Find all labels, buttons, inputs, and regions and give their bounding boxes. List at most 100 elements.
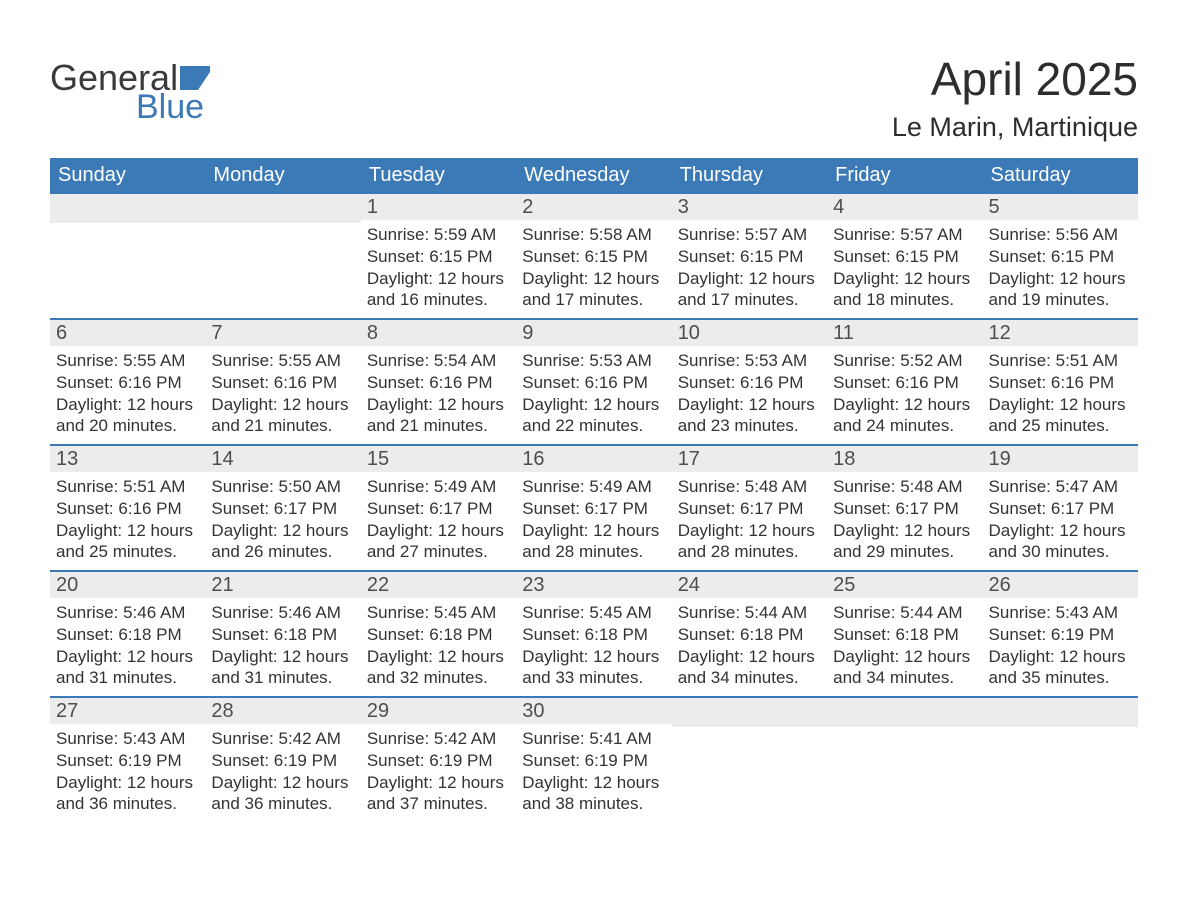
day-details: Sunrise: 5:46 AMSunset: 6:18 PMDaylight:… bbox=[205, 598, 360, 689]
day-details: Sunrise: 5:56 AMSunset: 6:15 PMDaylight:… bbox=[983, 220, 1138, 311]
daylight-line: and 23 minutes. bbox=[678, 415, 821, 437]
daylight-line: Daylight: 12 hours bbox=[833, 394, 976, 416]
sunrise-line: Sunrise: 5:45 AM bbox=[367, 602, 510, 624]
sunset-line: Sunset: 6:18 PM bbox=[833, 624, 976, 646]
daylight-line: Daylight: 12 hours bbox=[989, 268, 1132, 290]
day-number: 25 bbox=[827, 572, 982, 598]
daylight-line: and 25 minutes. bbox=[989, 415, 1132, 437]
calendar-week: 27Sunrise: 5:43 AMSunset: 6:19 PMDayligh… bbox=[50, 696, 1138, 822]
sunset-line: Sunset: 6:16 PM bbox=[367, 372, 510, 394]
sunrise-line: Sunrise: 5:53 AM bbox=[678, 350, 821, 372]
day-number: 11 bbox=[827, 320, 982, 346]
calendar-day-cell: 12Sunrise: 5:51 AMSunset: 6:16 PMDayligh… bbox=[983, 320, 1138, 444]
daylight-line: and 26 minutes. bbox=[211, 541, 354, 563]
sunset-line: Sunset: 6:16 PM bbox=[522, 372, 665, 394]
daylight-line: and 24 minutes. bbox=[833, 415, 976, 437]
sunset-line: Sunset: 6:17 PM bbox=[989, 498, 1132, 520]
daylight-line: Daylight: 12 hours bbox=[211, 394, 354, 416]
daylight-line: Daylight: 12 hours bbox=[678, 646, 821, 668]
day-details: Sunrise: 5:57 AMSunset: 6:15 PMDaylight:… bbox=[827, 220, 982, 311]
daylight-line: and 36 minutes. bbox=[56, 793, 199, 815]
daylight-line: Daylight: 12 hours bbox=[678, 394, 821, 416]
sunrise-line: Sunrise: 5:50 AM bbox=[211, 476, 354, 498]
daylight-line: Daylight: 12 hours bbox=[56, 394, 199, 416]
sunrise-line: Sunrise: 5:41 AM bbox=[522, 728, 665, 750]
day-details: Sunrise: 5:49 AMSunset: 6:17 PMDaylight:… bbox=[516, 472, 671, 563]
daylight-line: and 22 minutes. bbox=[522, 415, 665, 437]
calendar-day-cell: 3Sunrise: 5:57 AMSunset: 6:15 PMDaylight… bbox=[672, 194, 827, 318]
sunset-line: Sunset: 6:16 PM bbox=[211, 372, 354, 394]
daylight-line: and 34 minutes. bbox=[833, 667, 976, 689]
day-number: 30 bbox=[516, 698, 671, 724]
day-number: 15 bbox=[361, 446, 516, 472]
sunset-line: Sunset: 6:17 PM bbox=[678, 498, 821, 520]
weekday-header: Saturday bbox=[983, 158, 1138, 194]
day-details: Sunrise: 5:55 AMSunset: 6:16 PMDaylight:… bbox=[50, 346, 205, 437]
sunset-line: Sunset: 6:16 PM bbox=[989, 372, 1132, 394]
day-number: 12 bbox=[983, 320, 1138, 346]
daylight-line: Daylight: 12 hours bbox=[833, 646, 976, 668]
sunrise-line: Sunrise: 5:59 AM bbox=[367, 224, 510, 246]
daylight-line: Daylight: 12 hours bbox=[211, 520, 354, 542]
sunset-line: Sunset: 6:17 PM bbox=[367, 498, 510, 520]
day-number bbox=[50, 194, 205, 223]
day-number: 10 bbox=[672, 320, 827, 346]
day-number: 27 bbox=[50, 698, 205, 724]
daylight-line: and 20 minutes. bbox=[56, 415, 199, 437]
sunrise-line: Sunrise: 5:46 AM bbox=[56, 602, 199, 624]
title-month-year: April 2025 bbox=[892, 52, 1138, 106]
day-number: 16 bbox=[516, 446, 671, 472]
weekday-header: Thursday bbox=[672, 158, 827, 194]
daylight-line: and 30 minutes. bbox=[989, 541, 1132, 563]
sunrise-line: Sunrise: 5:49 AM bbox=[522, 476, 665, 498]
sunset-line: Sunset: 6:15 PM bbox=[367, 246, 510, 268]
daylight-line: and 35 minutes. bbox=[989, 667, 1132, 689]
day-number: 8 bbox=[361, 320, 516, 346]
calendar-week: 1Sunrise: 5:59 AMSunset: 6:15 PMDaylight… bbox=[50, 194, 1138, 318]
sunrise-line: Sunrise: 5:48 AM bbox=[678, 476, 821, 498]
page-title: April 2025 Le Marin, Martinique bbox=[892, 52, 1138, 143]
calendar-week: 13Sunrise: 5:51 AMSunset: 6:16 PMDayligh… bbox=[50, 444, 1138, 570]
calendar-day-cell: 17Sunrise: 5:48 AMSunset: 6:17 PMDayligh… bbox=[672, 446, 827, 570]
calendar-day-cell: 16Sunrise: 5:49 AMSunset: 6:17 PMDayligh… bbox=[516, 446, 671, 570]
daylight-line: and 31 minutes. bbox=[211, 667, 354, 689]
calendar-day-cell: 19Sunrise: 5:47 AMSunset: 6:17 PMDayligh… bbox=[983, 446, 1138, 570]
calendar-day-cell: 28Sunrise: 5:42 AMSunset: 6:19 PMDayligh… bbox=[205, 698, 360, 822]
sunrise-line: Sunrise: 5:51 AM bbox=[56, 476, 199, 498]
brand-logo: General Blue bbox=[50, 60, 210, 124]
day-number: 21 bbox=[205, 572, 360, 598]
day-number: 24 bbox=[672, 572, 827, 598]
sunset-line: Sunset: 6:19 PM bbox=[522, 750, 665, 772]
calendar-day-cell: 15Sunrise: 5:49 AMSunset: 6:17 PMDayligh… bbox=[361, 446, 516, 570]
daylight-line: and 33 minutes. bbox=[522, 667, 665, 689]
calendar-day-cell: 30Sunrise: 5:41 AMSunset: 6:19 PMDayligh… bbox=[516, 698, 671, 822]
day-details: Sunrise: 5:42 AMSunset: 6:19 PMDaylight:… bbox=[361, 724, 516, 815]
calendar-day-cell: 18Sunrise: 5:48 AMSunset: 6:17 PMDayligh… bbox=[827, 446, 982, 570]
daylight-line: Daylight: 12 hours bbox=[367, 394, 510, 416]
day-details: Sunrise: 5:48 AMSunset: 6:17 PMDaylight:… bbox=[827, 472, 982, 563]
calendar-day-cell: 4Sunrise: 5:57 AMSunset: 6:15 PMDaylight… bbox=[827, 194, 982, 318]
sunrise-line: Sunrise: 5:43 AM bbox=[989, 602, 1132, 624]
daylight-line: Daylight: 12 hours bbox=[989, 520, 1132, 542]
daylight-line: and 21 minutes. bbox=[211, 415, 354, 437]
calendar-day-cell: 6Sunrise: 5:55 AMSunset: 6:16 PMDaylight… bbox=[50, 320, 205, 444]
daylight-line: and 32 minutes. bbox=[367, 667, 510, 689]
calendar-day-cell: 23Sunrise: 5:45 AMSunset: 6:18 PMDayligh… bbox=[516, 572, 671, 696]
daylight-line: Daylight: 12 hours bbox=[367, 772, 510, 794]
day-details: Sunrise: 5:45 AMSunset: 6:18 PMDaylight:… bbox=[516, 598, 671, 689]
calendar-day-cell: 21Sunrise: 5:46 AMSunset: 6:18 PMDayligh… bbox=[205, 572, 360, 696]
day-number: 23 bbox=[516, 572, 671, 598]
daylight-line: and 34 minutes. bbox=[678, 667, 821, 689]
day-details: Sunrise: 5:59 AMSunset: 6:15 PMDaylight:… bbox=[361, 220, 516, 311]
sunset-line: Sunset: 6:17 PM bbox=[522, 498, 665, 520]
calendar-day-cell: 29Sunrise: 5:42 AMSunset: 6:19 PMDayligh… bbox=[361, 698, 516, 822]
sunset-line: Sunset: 6:17 PM bbox=[833, 498, 976, 520]
calendar-day-cell: 25Sunrise: 5:44 AMSunset: 6:18 PMDayligh… bbox=[827, 572, 982, 696]
calendar-day-cell bbox=[50, 194, 205, 318]
weekday-header: Friday bbox=[827, 158, 982, 194]
day-number: 13 bbox=[50, 446, 205, 472]
weekday-header: Tuesday bbox=[361, 158, 516, 194]
daylight-line: and 28 minutes. bbox=[522, 541, 665, 563]
sunrise-line: Sunrise: 5:49 AM bbox=[367, 476, 510, 498]
calendar-day-cell: 8Sunrise: 5:54 AMSunset: 6:16 PMDaylight… bbox=[361, 320, 516, 444]
